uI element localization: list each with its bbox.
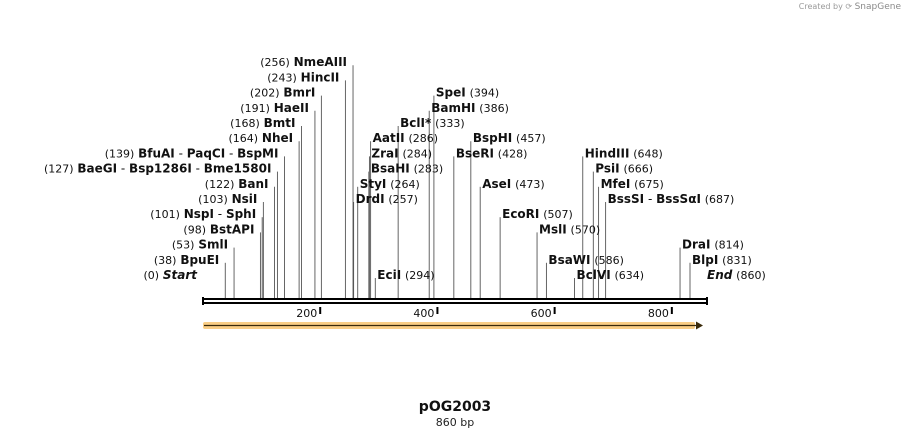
site-hindiii[interactable]: HindIII (648) bbox=[585, 146, 663, 160]
site-drdi[interactable]: DrdI (257) bbox=[356, 192, 418, 206]
site-label-blpi: BlpI (831) bbox=[692, 253, 752, 267]
site-bsawi[interactable]: BsaWI (586) bbox=[548, 253, 624, 267]
site-nhei[interactable]: (164) NheI bbox=[228, 131, 293, 145]
site-label-styi: StyI (264) bbox=[360, 177, 420, 191]
site-bamhi[interactable]: BamHI (386) bbox=[431, 101, 509, 115]
site-smli[interactable]: (53) SmlI bbox=[172, 238, 228, 252]
site-bmri[interactable]: (202) BmrI bbox=[250, 86, 315, 100]
site-bsphi[interactable]: BspHI (457) bbox=[473, 131, 546, 145]
site-label-bamhi: BamHI (386) bbox=[431, 101, 509, 115]
site-bsahi[interactable]: BsaHI (283) bbox=[371, 162, 443, 176]
feature-arrow-head bbox=[696, 321, 703, 330]
site-label-nmeaiii: (256) NmeAIII bbox=[260, 55, 347, 69]
site-label-spei: SpeI (394) bbox=[436, 86, 499, 100]
site-bcli[interactable]: BclI* (333) bbox=[400, 116, 465, 130]
snapgene-logo-icon: ⟳ bbox=[845, 2, 853, 11]
site-spei[interactable]: SpeI (394) bbox=[436, 86, 499, 100]
site-label-asei: AseI (473) bbox=[482, 177, 544, 191]
site-label-hindiii: HindIII (648) bbox=[585, 146, 663, 160]
site-label-ecori: EcoRI (507) bbox=[502, 207, 573, 221]
site-bpuei[interactable]: (38) BpuEI bbox=[154, 253, 219, 267]
site-label-ecii: EciI (294) bbox=[377, 268, 434, 282]
site-bfuai[interactable]: (139) BfuAI - PaqCI - BspMI bbox=[105, 146, 279, 160]
site-label-aatii: AatII (286) bbox=[373, 131, 438, 145]
axis-tick-label-600: 600 bbox=[531, 307, 552, 320]
site-ecori[interactable]: EcoRI (507) bbox=[502, 207, 573, 221]
site-label-bsphi: BspHI (457) bbox=[473, 131, 546, 145]
credit-brand: SnapGene bbox=[854, 2, 901, 12]
site-label-bpuei: (38) BpuEI bbox=[154, 253, 219, 267]
credit-prefix: Created by bbox=[798, 2, 843, 11]
site-label-bclvi: BclVI (634) bbox=[577, 268, 645, 282]
site-bstapi[interactable]: (98) BstAPI bbox=[183, 222, 254, 236]
site-label-bani: (122) BanI bbox=[205, 177, 269, 191]
plasmid-name: pOG2003 bbox=[418, 399, 492, 415]
site-label-baegi: (127) BaeGI - Bsp1286I - Bme1580I bbox=[44, 162, 271, 176]
site-label-msli: MslI (570) bbox=[539, 222, 600, 236]
site-label-mfei: MfeI (675) bbox=[601, 177, 664, 191]
site-label-end: End (860) bbox=[707, 268, 766, 282]
site-ecii[interactable]: EciI (294) bbox=[377, 268, 434, 282]
site-label-haeii: (191) HaeII bbox=[240, 101, 309, 115]
site-haeii[interactable]: (191) HaeII bbox=[240, 101, 309, 115]
site-label-nhei: (164) NheI bbox=[228, 131, 293, 145]
site-drai[interactable]: DraI (814) bbox=[682, 238, 744, 252]
site-label-bmri: (202) BmrI bbox=[250, 86, 315, 100]
site-label-hincii: (243) HincII bbox=[267, 70, 339, 84]
site-hincii[interactable]: (243) HincII bbox=[267, 70, 339, 84]
site-label-bstapi: (98) BstAPI bbox=[183, 222, 254, 236]
site-end[interactable]: End (860) bbox=[707, 268, 766, 282]
site-label-smli: (53) SmlI bbox=[172, 238, 228, 252]
site-label-nspi: (101) NspI - SphI bbox=[150, 207, 256, 221]
feature-arrow[interactable] bbox=[203, 321, 703, 330]
site-msli[interactable]: MslI (570) bbox=[539, 222, 600, 236]
site-asei[interactable]: AseI (473) bbox=[482, 177, 544, 191]
site-bsssi[interactable]: BssSI - BssSαI (687) bbox=[608, 192, 735, 206]
axis-tick-label-800: 800 bbox=[648, 307, 669, 320]
site-label-bmti: (168) BmtI bbox=[230, 116, 295, 130]
axis-tick-label-400: 400 bbox=[413, 307, 434, 320]
site-label-bcli: BclI* (333) bbox=[400, 116, 465, 130]
site-leader-lines bbox=[224, 65, 691, 298]
site-styi[interactable]: StyI (264) bbox=[360, 177, 420, 191]
site-label-psii: PsiI (666) bbox=[595, 162, 653, 176]
site-nsii[interactable]: (103) NsiI bbox=[198, 192, 257, 206]
site-label-zrai: ZraI (284) bbox=[371, 146, 432, 160]
site-bseri[interactable]: BseRI (428) bbox=[456, 146, 528, 160]
site-label-drai: DraI (814) bbox=[682, 238, 744, 252]
site-label-bsawi: BsaWI (586) bbox=[548, 253, 624, 267]
site-label-bfuai: (139) BfuAI - PaqCI - BspMI bbox=[105, 146, 279, 160]
site-zrai[interactable]: ZraI (284) bbox=[371, 146, 432, 160]
snapgene-credit: Created by ⟳ SnapGene bbox=[799, 2, 901, 12]
axis-ticks: 200 400 600 800 bbox=[296, 307, 673, 320]
site-label-drdi: DrdI (257) bbox=[356, 192, 418, 206]
site-nmeaiii[interactable]: (256) NmeAIII bbox=[260, 55, 347, 69]
site-label-bsahi: BsaHI (283) bbox=[371, 162, 443, 176]
axis-tick-label-200: 200 bbox=[296, 307, 317, 320]
site-label-start: (0) Start bbox=[143, 268, 198, 282]
site-baegi[interactable]: (127) BaeGI - Bsp1286I - Bme1580I bbox=[44, 162, 271, 176]
site-labels: (0) Start(38) BpuEI(53) SmlI(98) BstAPI(… bbox=[44, 55, 766, 282]
site-blpi[interactable]: BlpI (831) bbox=[692, 253, 752, 267]
site-label-bsssi: BssSI - BssSαI (687) bbox=[608, 192, 735, 206]
plasmid-length: 860 bp bbox=[435, 416, 475, 429]
site-label-nsii: (103) NsiI bbox=[198, 192, 257, 206]
site-bmti[interactable]: (168) BmtI bbox=[230, 116, 295, 130]
site-aatii[interactable]: AatII (286) bbox=[373, 131, 438, 145]
site-bani[interactable]: (122) BanI bbox=[205, 177, 269, 191]
site-start[interactable]: (0) Start bbox=[143, 268, 198, 282]
site-nspi[interactable]: (101) NspI - SphI bbox=[150, 207, 256, 221]
site-bclvi[interactable]: BclVI (634) bbox=[577, 268, 645, 282]
site-mfei[interactable]: MfeI (675) bbox=[601, 177, 664, 191]
site-psii[interactable]: PsiI (666) bbox=[595, 162, 653, 176]
site-label-bseri: BseRI (428) bbox=[456, 146, 528, 160]
